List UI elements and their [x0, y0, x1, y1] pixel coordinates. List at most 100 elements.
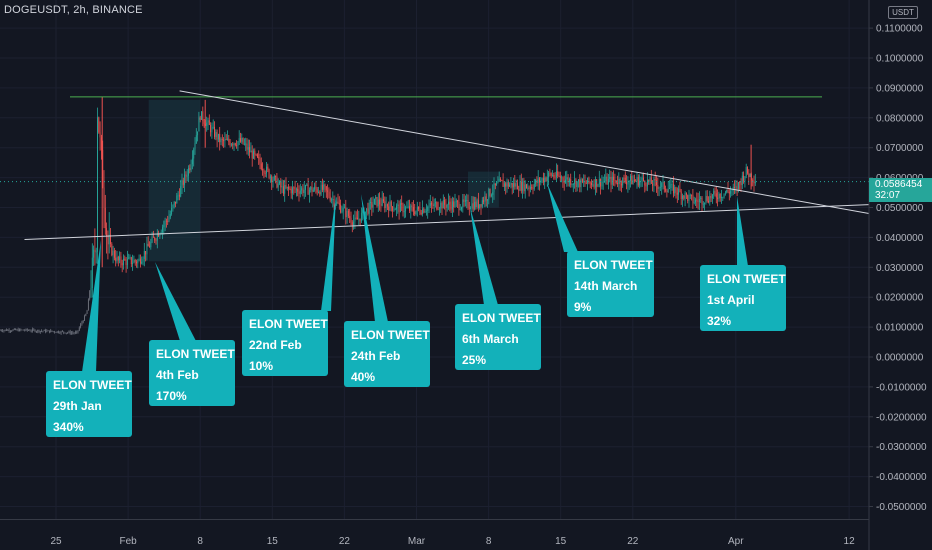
- candle-body: [429, 203, 431, 206]
- candle-body: [420, 212, 422, 215]
- candle-body: [61, 331, 63, 333]
- callout-29-jan[interactable]: ELON TWEET 29th Jan 340%: [46, 371, 132, 437]
- candle-body: [176, 195, 178, 204]
- candle-body: [645, 185, 647, 187]
- candle-body: [219, 133, 221, 143]
- candle-body: [598, 178, 600, 185]
- candle-body: [124, 258, 126, 261]
- candle-body: [561, 177, 563, 179]
- candle-body: [367, 208, 369, 214]
- candle-body: [87, 299, 89, 311]
- currency-badge-text: USDT: [892, 8, 914, 17]
- candle-body: [411, 205, 413, 208]
- candle-body: [496, 182, 498, 186]
- candle-body: [427, 207, 429, 211]
- candle-body: [65, 332, 67, 334]
- candle-body: [650, 177, 652, 184]
- candle-body: [72, 332, 74, 334]
- candle-body: [557, 171, 559, 176]
- candle-body: [627, 182, 629, 185]
- candle-body: [735, 186, 737, 188]
- candle-body: [305, 185, 306, 190]
- candle-body: [267, 166, 269, 170]
- price-tick-label: 0.1000000: [876, 54, 924, 65]
- candle-body: [150, 241, 152, 248]
- candle-body: [385, 204, 387, 208]
- candle-body: [184, 174, 186, 185]
- candle-body: [12, 329, 14, 331]
- candle-body: [628, 180, 630, 183]
- candle-body: [9, 330, 11, 332]
- candle-body: [301, 188, 303, 191]
- price-tick-label: 0.0400000: [876, 233, 924, 244]
- candle-body: [471, 203, 473, 209]
- candle-body: [425, 210, 427, 212]
- callout-14-mar[interactable]: ELON TWEET 14th March 9%: [567, 251, 654, 317]
- price-tick-label: 0.0900000: [876, 83, 924, 94]
- candle-body: [537, 178, 539, 184]
- candle-body: [286, 186, 288, 188]
- callout-date: 4th Feb: [156, 368, 199, 382]
- candle-body: [541, 178, 543, 181]
- candle-body: [298, 191, 300, 194]
- candle-body: [544, 177, 546, 183]
- candle-body: [562, 177, 564, 181]
- candle-body: [331, 199, 332, 201]
- current-price-tag: 0.0586454 32:07: [869, 178, 932, 202]
- candle-body: [171, 207, 173, 215]
- callout-4-feb[interactable]: ELON TWEET 4th Feb 170%: [149, 340, 235, 406]
- price-tick-label: 0.0800000: [876, 113, 924, 124]
- callout-title: ELON TWEET: [351, 328, 430, 342]
- callout-6-mar[interactable]: ELON TWEET 6th March 25%: [455, 304, 541, 370]
- candle-body: [336, 201, 338, 205]
- candle-body: [195, 135, 197, 144]
- candle-body: [345, 207, 347, 218]
- time-tick-label: 15: [267, 536, 279, 547]
- candle-body: [485, 196, 487, 201]
- candle-body: [438, 208, 440, 210]
- candle-body: [94, 249, 96, 252]
- candle-body: [341, 211, 343, 213]
- candle-body: [22, 329, 24, 331]
- candle-body: [606, 176, 608, 185]
- candle-body: [111, 243, 113, 256]
- candle-body: [43, 330, 45, 332]
- candle-body: [77, 330, 79, 332]
- candle-body: [145, 250, 147, 255]
- candle-body: [476, 200, 478, 208]
- candle-body: [198, 117, 200, 132]
- callout-24-feb[interactable]: ELON TWEET 24th Feb 40%: [344, 321, 430, 387]
- candle-body: [614, 180, 616, 182]
- candle-body: [15, 328, 17, 330]
- candle-body: [648, 179, 650, 182]
- candle-body: [238, 138, 240, 142]
- candle-body: [632, 180, 634, 185]
- candle-body: [641, 177, 643, 180]
- trend-lines[interactable]: [0, 90, 870, 240]
- candle-body: [60, 331, 62, 334]
- candle-body: [754, 181, 756, 184]
- candle-body: [154, 237, 156, 241]
- candle-body: [69, 331, 71, 334]
- candle-body: [428, 205, 430, 208]
- candle-body: [240, 138, 241, 142]
- callout-1-apr[interactable]: ELON TWEET 1st April 32%: [700, 265, 786, 331]
- candle-body: [555, 171, 557, 178]
- candle-body: [271, 176, 273, 183]
- candle-body: [444, 199, 446, 205]
- candles: [0, 96, 756, 335]
- candle-body: [206, 122, 208, 126]
- candle-body: [711, 194, 713, 199]
- callout-22-feb[interactable]: ELON TWEET 22nd Feb 10%: [242, 310, 328, 376]
- candle-body: [671, 183, 673, 185]
- candle-body: [731, 190, 733, 192]
- candle-body: [245, 143, 247, 145]
- candle-body: [667, 189, 669, 193]
- candle-body: [262, 169, 264, 171]
- candle-body: [747, 167, 748, 174]
- candle-body: [566, 177, 568, 180]
- candle-body: [201, 111, 202, 120]
- candle-body: [568, 179, 570, 183]
